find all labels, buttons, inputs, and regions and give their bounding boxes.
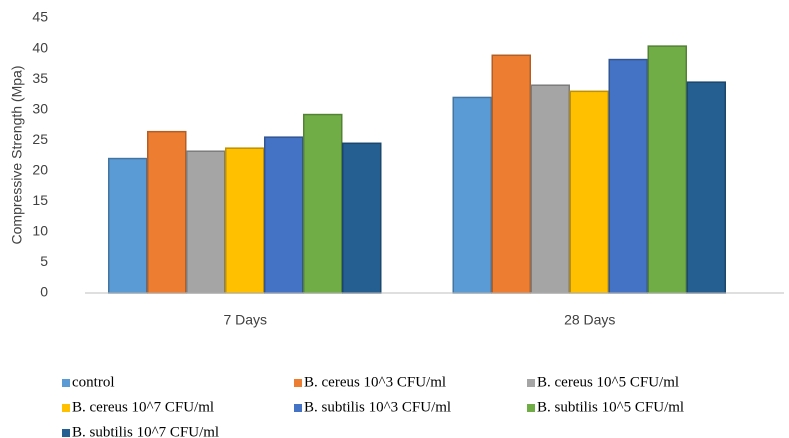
y-tick-label: 25 <box>32 131 48 147</box>
y-tick-label: 5 <box>40 253 48 269</box>
bar <box>569 90 609 294</box>
y-axis-label: Compressive Strength (Mpa) <box>9 66 25 245</box>
bar <box>264 136 304 294</box>
legend-swatch <box>294 379 302 387</box>
bar <box>342 142 382 294</box>
legend-label: B. cereus 10^7 CFU/ml <box>72 399 214 415</box>
legend-swatch <box>527 404 535 412</box>
y-tick-label: 30 <box>32 100 48 116</box>
legend-swatch <box>62 404 70 412</box>
y-tick-label: 15 <box>32 192 48 208</box>
legend-label: B. subtilis 10^3 CFU/ml <box>304 399 451 415</box>
legend-swatch <box>527 379 535 387</box>
bar <box>108 157 148 294</box>
y-tick-label: 20 <box>32 161 48 177</box>
bar <box>686 81 726 294</box>
y-tick-label: 0 <box>40 284 48 300</box>
legend-swatch <box>62 379 70 387</box>
legend-label: control <box>72 374 115 390</box>
legend-label: B. cereus 10^3 CFU/ml <box>304 374 446 390</box>
bar <box>452 96 492 294</box>
y-tick-label: 35 <box>32 70 48 86</box>
legend: control B. cereus 10^3 CFU/ml B. cereus 10… <box>62 374 684 438</box>
y-tick-label: 45 <box>32 9 48 25</box>
bar <box>303 113 343 294</box>
y-tick-label: 40 <box>32 39 48 55</box>
y-tick-label: 10 <box>32 223 48 239</box>
legend-label: B. subtilis 10^5 CFU/ml <box>537 399 684 415</box>
legend-label: B. subtilis 10^7 CFU/ml <box>72 424 219 438</box>
bar <box>530 84 570 294</box>
x-tick-label: 28 Days <box>564 312 615 328</box>
x-tick-label: 7 Days <box>223 312 267 328</box>
bar <box>147 130 187 294</box>
legend-label: B. cereus 10^5 CFU/ml <box>537 374 679 390</box>
bar <box>491 54 531 294</box>
bar <box>647 45 687 294</box>
bar <box>225 147 265 294</box>
bar <box>608 58 648 294</box>
legend-swatch <box>294 404 302 412</box>
bar <box>186 150 226 294</box>
legend-swatch <box>62 429 70 437</box>
